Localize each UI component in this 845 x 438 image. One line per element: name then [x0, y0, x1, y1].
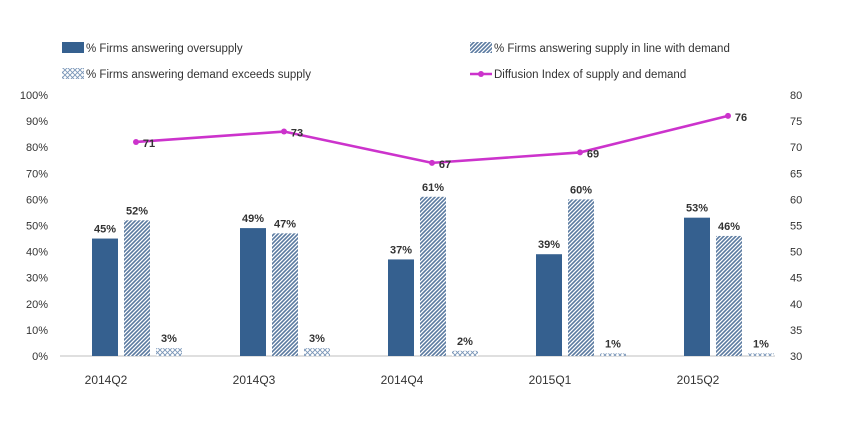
bar-data-label: 61% — [422, 182, 444, 194]
bar — [92, 238, 118, 356]
y-right-tick-label: 35 — [790, 325, 802, 337]
legend: % Firms answering oversupply % Firms answ… — [62, 42, 730, 81]
y-right-tick-label: 65 — [790, 168, 802, 180]
legend-label: % Firms answering supply in line with de… — [494, 43, 730, 55]
bar-data-label: 1% — [605, 338, 621, 350]
bar-data-label: 3% — [309, 333, 325, 345]
bar — [240, 228, 266, 356]
bar — [600, 353, 626, 356]
y-left-tick-label: 10% — [26, 325, 48, 337]
x-category-label: 2014Q4 — [381, 373, 424, 387]
line-data-label: 76 — [735, 112, 747, 124]
y-right-tick-label: 40 — [790, 299, 802, 311]
line-point — [281, 128, 287, 135]
bar-data-label: 1% — [753, 338, 769, 350]
bar-data-label: 60% — [570, 184, 592, 196]
line-series-path — [135, 114, 729, 165]
bar — [156, 348, 182, 356]
legend-swatch — [62, 68, 84, 79]
bar-data-label: 2% — [457, 336, 473, 348]
y-left-tick-label: 20% — [26, 299, 48, 311]
line-data-label: 71 — [143, 138, 155, 150]
legend-label: % Firms answering demand exceeds supply — [86, 69, 311, 81]
legend-label: % Firms answering oversupply — [86, 43, 243, 55]
bar — [684, 217, 710, 356]
line-point — [429, 159, 435, 166]
line-point — [133, 138, 139, 145]
y-left-tick-label: 50% — [26, 221, 48, 233]
y-right-tick-label: 60 — [790, 194, 802, 206]
y-right-tick-label: 80 — [790, 90, 802, 102]
line-data-label: 67 — [439, 159, 451, 171]
y-right-tick-label: 75 — [790, 116, 802, 128]
bar-data-label: 3% — [161, 333, 177, 345]
y-right-tick-label: 70 — [790, 142, 802, 154]
line-point — [577, 149, 583, 156]
line-series — [133, 112, 731, 166]
y-right-tick-label: 30 — [790, 351, 802, 363]
bar — [452, 350, 478, 356]
legend-swatch-marker — [478, 71, 484, 77]
y-right-tick-label: 55 — [790, 221, 802, 233]
bar — [304, 348, 330, 356]
bar-data-label: 47% — [274, 218, 296, 230]
line-point — [725, 112, 731, 119]
y-left-tick-label: 0% — [32, 351, 48, 363]
y-left-tick-label: 90% — [26, 116, 48, 128]
y-right-tick-label: 45 — [790, 273, 802, 285]
bars — [92, 196, 774, 356]
y-right-tick-label: 50 — [790, 247, 802, 259]
line-data-label: 69 — [587, 148, 599, 160]
bar-data-label: 45% — [94, 224, 116, 236]
bar-data-label: 37% — [390, 244, 412, 256]
bar-data-label: 39% — [538, 239, 560, 251]
x-category-label: 2014Q3 — [233, 373, 276, 387]
y-left-tick-label: 80% — [26, 142, 48, 154]
legend-swatch — [62, 42, 84, 53]
y-left-tick-label: 40% — [26, 247, 48, 259]
x-category-label: 2014Q2 — [85, 373, 128, 387]
bar — [716, 235, 742, 356]
y-left-tick-label: 70% — [26, 168, 48, 180]
x-category-label: 2015Q1 — [529, 373, 572, 387]
bar — [124, 220, 150, 356]
y-left-tick-label: 60% — [26, 194, 48, 206]
bar — [388, 259, 414, 356]
bar-data-label: 53% — [686, 203, 708, 215]
bar — [272, 233, 298, 356]
legend-swatch — [470, 42, 492, 53]
legend-label: Diffusion Index of supply and demand — [494, 69, 686, 81]
bar — [420, 196, 446, 356]
bar — [568, 199, 594, 356]
bar-data-label: 52% — [126, 205, 148, 217]
y-left-tick-label: 30% — [26, 273, 48, 285]
bar — [536, 254, 562, 356]
data-labels: 45% 52% 3% 49% 47% 3% 37% 61% 2% 39% 60% 1% 53% 46% 1%… — [94, 112, 769, 351]
bar-data-label: 49% — [242, 213, 264, 225]
x-category-label: 2015Q2 — [677, 373, 720, 387]
line-data-label: 73 — [291, 128, 303, 140]
bar-data-label: 46% — [718, 221, 740, 233]
y-left-tick-label: 100% — [20, 90, 48, 102]
bar — [748, 353, 774, 356]
